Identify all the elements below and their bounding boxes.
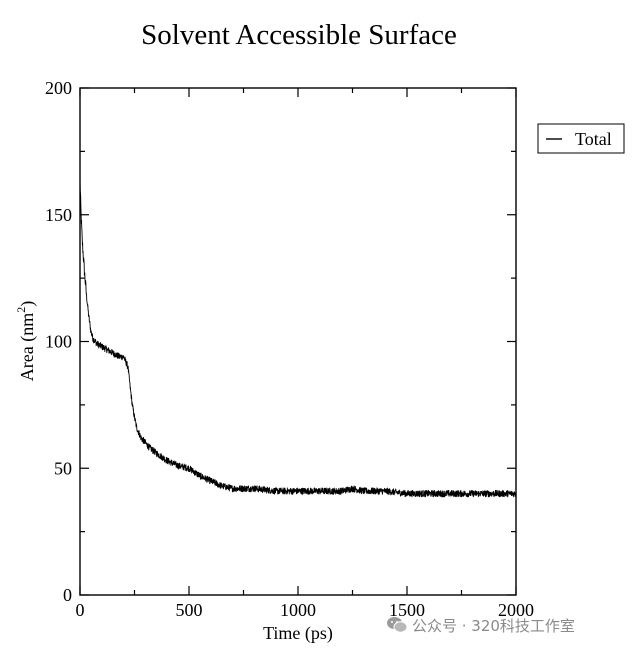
plot-frame: [79, 87, 517, 596]
y-tick-label: 150: [45, 205, 72, 225]
y-axis-label-sup: 2: [14, 307, 28, 313]
legend: Total: [537, 123, 625, 154]
x-tick-label: 0: [76, 600, 85, 620]
y-tick-label: 50: [54, 458, 72, 478]
chart-title: Solvent Accessible Surface: [141, 19, 457, 51]
y-axis-label-main: Area (nm: [17, 313, 38, 381]
legend-label-total: Total: [575, 129, 612, 149]
y-axis-label-close: ): [17, 301, 38, 307]
y-tick-label: 0: [63, 585, 72, 605]
watermark-text: 公众号 · 320科技工作室: [412, 616, 575, 635]
x-tick-label: 1500: [389, 600, 425, 620]
y-tick-label: 200: [45, 78, 72, 98]
tick-labels-layer: 0 500 1000 1500 2000 0 50 100 150 200: [45, 78, 534, 620]
y-tick-label: 100: [45, 332, 72, 352]
ticks-layer: [79, 87, 517, 596]
wechat-icon: [387, 617, 408, 633]
watermark: 公众号 · 320科技工作室: [386, 614, 575, 636]
x-tick-label: 2000: [498, 600, 534, 620]
x-tick-label: 500: [176, 600, 203, 620]
series-line-total: [79, 179, 517, 498]
x-tick-label: 1000: [280, 600, 316, 620]
x-axis-label: Time (ps): [263, 623, 333, 644]
y-axis-label: Area (nm2): [14, 301, 38, 381]
